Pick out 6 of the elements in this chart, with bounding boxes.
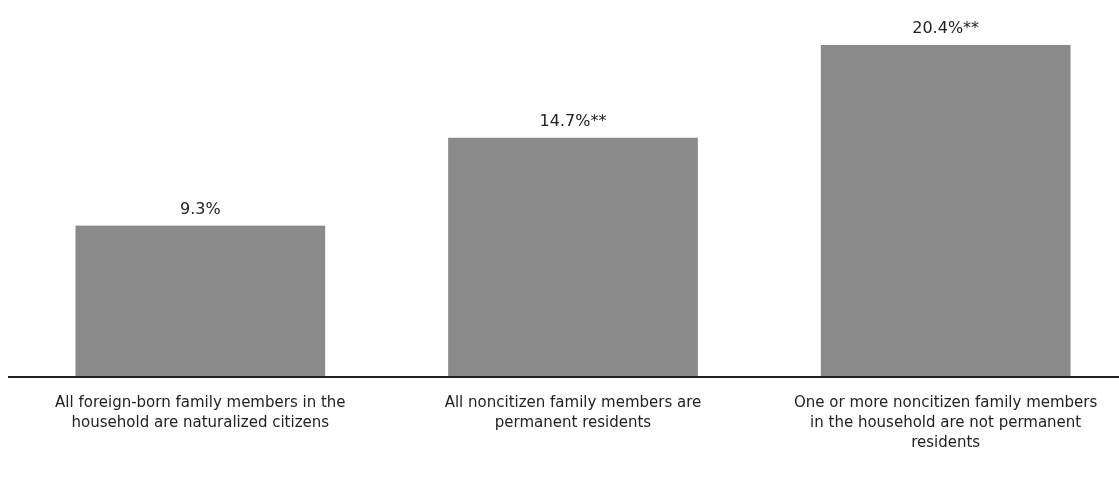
x-tick-label: All foreign-born family members in the household are naturalized citizens bbox=[55, 393, 346, 431]
x-tick-label: All noncitizen family members are permanent residents bbox=[444, 393, 702, 431]
x-tick-label: One or more noncitizen family members in the household are not permanent residents bbox=[794, 393, 1098, 451]
data-label: 9.3% bbox=[180, 198, 221, 218]
data-label: 14.7%** bbox=[539, 110, 607, 130]
data-label: 20.4%** bbox=[912, 18, 980, 37]
